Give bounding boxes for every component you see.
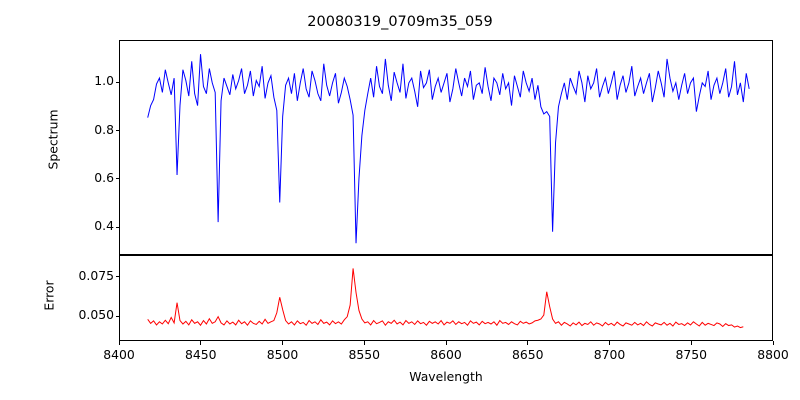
- error-panel: [119, 255, 773, 341]
- x-tick-mark: [527, 341, 529, 345]
- spectrum-data-line: [148, 54, 749, 243]
- error-data-line: [148, 268, 744, 327]
- x-tick-label: 8450: [184, 347, 217, 362]
- x-tick-label: 8400: [103, 347, 135, 362]
- x-tick-mark: [118, 341, 120, 345]
- spectrum-panel: [119, 40, 773, 255]
- x-tick-mark: [200, 341, 202, 345]
- error-plot-area: [120, 256, 772, 340]
- y-tick-label: 0.6: [94, 169, 114, 185]
- x-tick-mark: [445, 341, 447, 345]
- spectrum-plot-area: [120, 41, 772, 254]
- y-tick-label: 1.0: [94, 73, 114, 89]
- x-tick-label: 8600: [430, 347, 462, 362]
- x-tick-label: 8500: [266, 347, 299, 362]
- x-tick-mark: [282, 341, 284, 345]
- x-tick-label: 8700: [593, 347, 626, 362]
- figure-title: 20080319_0709m35_059: [307, 14, 493, 30]
- x-tick-label: 8800: [757, 347, 789, 362]
- y-tick-label: 0.050: [78, 307, 114, 323]
- spectrum-y-axis-label: Spectrum: [45, 109, 61, 170]
- y-tick-label: 0.8: [94, 121, 114, 137]
- x-tick-label: 8550: [348, 347, 381, 362]
- x-tick-label: 8750: [675, 347, 708, 362]
- x-tick-mark: [690, 341, 692, 345]
- y-tick-label: 0.4: [94, 218, 114, 234]
- x-tick-mark: [363, 341, 365, 345]
- y-tick-label: 0.075: [78, 267, 114, 283]
- x-tick-mark: [609, 341, 611, 345]
- x-tick-mark: [772, 341, 774, 345]
- x-tick-label: 8650: [511, 347, 544, 362]
- error-y-axis-label: Error: [41, 280, 57, 311]
- x-axis-label: Wavelength: [409, 369, 483, 384]
